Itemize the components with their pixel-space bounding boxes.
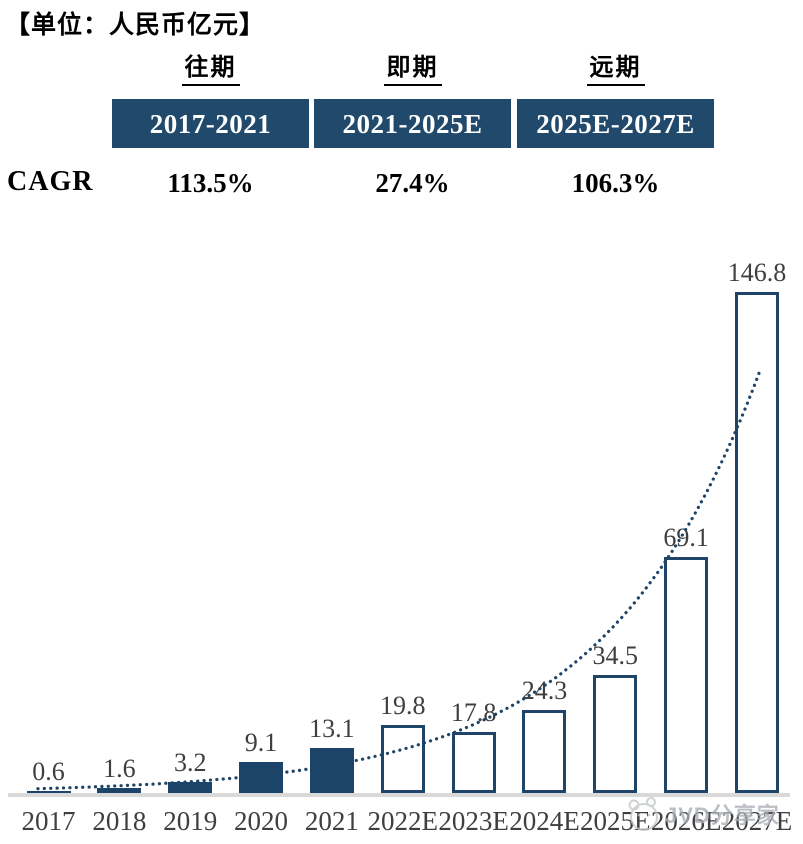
bar-2023E	[451, 732, 496, 793]
watermark-text: JVD分享家	[665, 803, 780, 828]
bar-2019	[168, 782, 213, 793]
x-axis-label-2023E: 2023E	[438, 806, 509, 836]
x-axis-label-2020: 2020	[234, 806, 289, 836]
bar-2024E	[522, 710, 567, 793]
bar-2022E	[380, 725, 425, 793]
bar-2017	[26, 791, 71, 793]
period-box-2021-2025e: 2021-2025E	[314, 99, 511, 148]
x-axis-label-2019: 2019	[163, 806, 218, 836]
x-axis-label-2018: 2018	[92, 806, 147, 836]
bar-value-label-2024E: 24.3	[521, 676, 568, 705]
watermark: JVD分享家	[624, 791, 800, 837]
x-axis-label-2022E: 2022E	[367, 806, 439, 836]
cagr-value-near: 27.4%	[375, 168, 450, 198]
period-box-2017-2021: 2017-2021	[112, 99, 309, 148]
bar-2026E	[664, 557, 709, 793]
bar-2021	[309, 748, 354, 793]
bar-2027E	[735, 292, 779, 793]
unit-title: 【单位：人民币亿元】	[5, 12, 266, 39]
phase-header-far-label: 远期	[586, 47, 645, 86]
bar-2018	[97, 788, 142, 793]
panda-face-logo-icon	[628, 797, 658, 831]
period-box-2025e-2027e: 2025E-2027E	[517, 99, 714, 148]
bar-2025E	[593, 675, 638, 793]
phase-header-past-label: 往期	[181, 47, 240, 86]
x-axis-label-2021: 2021	[304, 806, 359, 836]
bar-value-label-2027E: 146.8	[727, 258, 787, 287]
phase-header-past: 往期	[112, 47, 309, 86]
x-axis-label-2024E: 2024E	[509, 806, 580, 836]
x-axis-label-2025E: 2025E	[580, 806, 651, 836]
x-axis-label-2026E: 2026E	[650, 806, 722, 836]
cagr-value-past: 113.5%	[167, 168, 254, 198]
x-axis-label-2027E: 2027E	[721, 806, 793, 836]
phase-header-near-label: 即期	[383, 47, 442, 86]
x-axis-line	[8, 793, 790, 797]
bar-value-label-2026E: 69.1	[663, 523, 709, 552]
cagr-row-label: CAGR	[7, 166, 94, 197]
cagr-value-far: 106.3%	[571, 168, 660, 198]
phase-header-far: 远期	[517, 47, 714, 86]
bar-value-label-2025E: 34.5	[592, 641, 639, 670]
bar-2020	[239, 762, 284, 793]
x-axis-label-2017: 2017	[21, 806, 76, 836]
phase-header-near: 即期	[314, 47, 511, 86]
